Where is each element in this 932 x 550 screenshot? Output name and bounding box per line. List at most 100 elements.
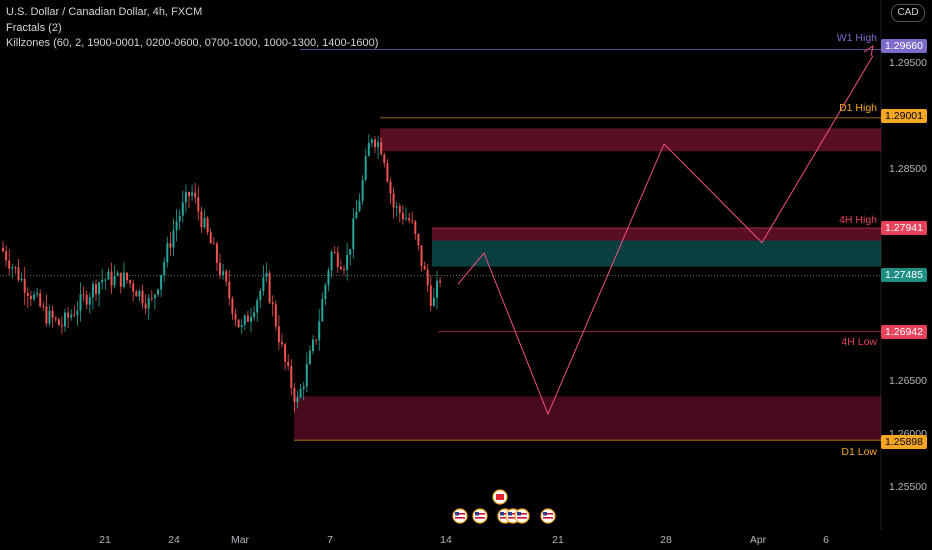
candle-body bbox=[20, 278, 23, 281]
candle-body bbox=[321, 299, 324, 322]
x-tick: 7 bbox=[327, 534, 333, 546]
x-tick: 24 bbox=[168, 534, 180, 546]
x-tick: 6 bbox=[823, 534, 829, 546]
candle-body bbox=[70, 314, 73, 318]
projection-path bbox=[457, 55, 874, 416]
us-stripe-mark bbox=[455, 513, 465, 515]
candle-body bbox=[383, 154, 386, 164]
h4-high-label: 4H High bbox=[839, 214, 877, 226]
us-canton-mark bbox=[500, 512, 504, 516]
candle-body bbox=[113, 276, 116, 286]
candle-body bbox=[91, 284, 94, 298]
candle-body bbox=[144, 303, 147, 309]
y-tick: 1.28500 bbox=[889, 163, 927, 175]
killzones-indicator[interactable]: Killzones (60, 2, 1900-0001, 0200-0600, … bbox=[6, 37, 379, 49]
candle-body bbox=[184, 192, 187, 203]
candle-body bbox=[439, 280, 442, 283]
candle-body bbox=[178, 215, 181, 222]
candle-body bbox=[79, 294, 82, 311]
us-stripe-mark bbox=[500, 513, 510, 515]
candle-body bbox=[191, 192, 194, 196]
candle-body bbox=[54, 318, 57, 320]
y-tick: 1.26500 bbox=[889, 375, 927, 387]
candle-body bbox=[296, 397, 299, 403]
candle-body bbox=[256, 300, 259, 313]
candle-body bbox=[116, 272, 119, 277]
last-price-tag: 1.27485 bbox=[881, 268, 927, 282]
candle-body bbox=[138, 290, 141, 297]
us-canton-mark bbox=[455, 512, 459, 516]
maple-leaf-mark bbox=[496, 494, 504, 500]
zone-demand-teal bbox=[432, 240, 881, 267]
candle-body bbox=[414, 221, 417, 234]
zone-mid bbox=[432, 228, 881, 241]
candle-body bbox=[374, 139, 376, 148]
y-tick: 1.25500 bbox=[889, 481, 927, 493]
candle-body bbox=[36, 293, 39, 295]
candle-body bbox=[395, 206, 398, 208]
candle-body bbox=[426, 269, 429, 286]
candle-body bbox=[370, 139, 373, 144]
candle-body bbox=[222, 271, 225, 275]
candle-body bbox=[408, 218, 411, 221]
d1-low-label: D1 Low bbox=[841, 446, 877, 458]
candle-body bbox=[423, 265, 426, 270]
candle-body bbox=[57, 319, 60, 326]
us-flag-icon bbox=[540, 508, 556, 524]
candle-body bbox=[262, 277, 265, 291]
us-canton-mark bbox=[543, 512, 547, 516]
candle-body bbox=[215, 243, 218, 263]
candle-body bbox=[246, 315, 249, 322]
us-flag-icon bbox=[452, 508, 468, 524]
candle-body bbox=[209, 232, 212, 244]
us-canton-mark bbox=[508, 512, 512, 516]
x-tick: 14 bbox=[440, 534, 452, 546]
d1-low-price-tag: 1.25898 bbox=[881, 435, 927, 449]
candle-body bbox=[181, 202, 184, 216]
candle-body bbox=[23, 278, 26, 293]
candle-body bbox=[2, 247, 4, 252]
candle-body bbox=[429, 285, 432, 306]
candle-body bbox=[8, 260, 11, 269]
candle-body bbox=[5, 251, 8, 261]
candle-body bbox=[253, 312, 256, 318]
candle-body bbox=[299, 388, 302, 398]
us-canton-mark bbox=[517, 512, 521, 516]
candle-body bbox=[119, 272, 122, 287]
candle-body bbox=[281, 342, 283, 345]
us-stripe-mark bbox=[508, 517, 518, 519]
candle-body bbox=[42, 306, 45, 308]
candle-body bbox=[197, 197, 200, 212]
candle-body bbox=[88, 297, 91, 305]
candle-body bbox=[194, 192, 197, 198]
d1-high-price-tag: 1.29001 bbox=[881, 109, 927, 123]
candle-body bbox=[343, 269, 345, 271]
w1-high-label: W1 High bbox=[836, 32, 877, 44]
x-tick: 21 bbox=[552, 534, 564, 546]
candle-body bbox=[51, 310, 54, 318]
zone-supply bbox=[380, 128, 881, 152]
candle-body bbox=[312, 339, 314, 352]
candle-body bbox=[95, 284, 97, 295]
h4-low-price-tag: 1.26942 bbox=[881, 325, 927, 339]
us-stripe-mark bbox=[517, 513, 527, 515]
us-stripe-mark bbox=[517, 517, 527, 519]
candle-body bbox=[206, 217, 209, 233]
candle-body bbox=[29, 295, 32, 300]
symbol-title[interactable]: U.S. Dollar / Canadian Dollar, 4h, FXCM bbox=[6, 6, 203, 18]
candle-body bbox=[188, 192, 190, 196]
fractals-indicator[interactable]: Fractals (2) bbox=[6, 22, 62, 34]
candle-body bbox=[327, 270, 330, 285]
currency-badge[interactable]: CAD bbox=[891, 4, 925, 22]
us-stripe-mark bbox=[475, 517, 485, 519]
candle-body bbox=[153, 294, 156, 299]
candle-body bbox=[318, 321, 321, 341]
us-stripe-mark bbox=[508, 513, 518, 515]
us-stripe-mark bbox=[500, 517, 510, 519]
candle-body bbox=[333, 252, 336, 254]
candle-body bbox=[107, 271, 110, 280]
h4-high-price-tag: 1.27941 bbox=[881, 221, 927, 235]
candle-body bbox=[367, 143, 370, 157]
